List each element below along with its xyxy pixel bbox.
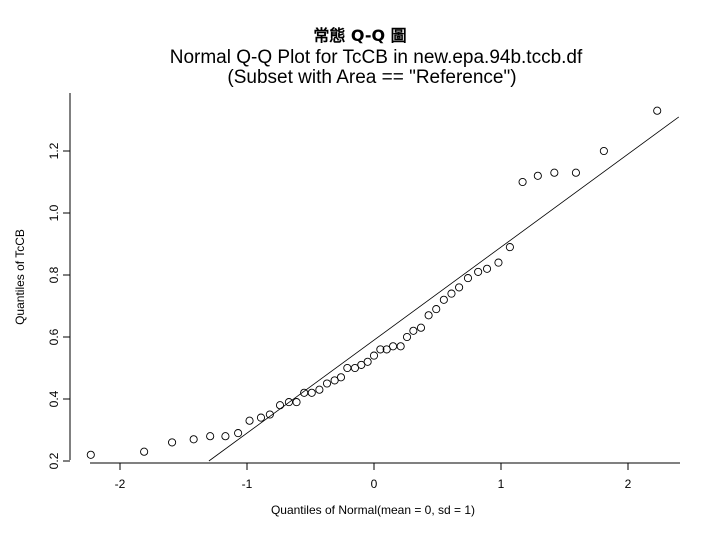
data-point [447, 289, 456, 298]
data-point [396, 342, 405, 351]
x-tick-label: 1 [498, 477, 505, 491]
data-point [402, 332, 412, 342]
reference-line [208, 116, 680, 462]
data-point [206, 432, 215, 441]
data-point [234, 429, 243, 438]
data-point [189, 435, 198, 444]
y-tick-label: 0.4 [47, 390, 61, 407]
data-point [350, 363, 360, 373]
data-point [307, 388, 316, 397]
data-point [571, 168, 580, 177]
y-ticks: 0.2 0.4 0.6 0.8 1.0 1.2 [47, 142, 70, 469]
slide-title: 常態 Q-Q 圖 [313, 26, 407, 45]
x-tick-label: 2 [625, 477, 632, 491]
data-point [482, 264, 492, 273]
x-tick-label: -1 [242, 477, 253, 491]
data-point [343, 363, 352, 373]
data-point [382, 345, 391, 354]
y-axis-label: Quantiles of TcCB [13, 229, 27, 325]
axes: -2 -1 0 1 2 0.2 0.4 0.6 0.8 1.0 1.2 [47, 93, 680, 491]
data-point [221, 432, 230, 441]
data-point [275, 401, 285, 410]
data-point [265, 410, 274, 419]
data-point [424, 311, 433, 320]
data-point [653, 106, 662, 115]
data-point [474, 267, 483, 276]
data-point [256, 413, 266, 422]
y-tick-label: 0.8 [47, 266, 61, 283]
data-point [140, 447, 149, 456]
data-point [315, 385, 324, 394]
data-point [409, 326, 418, 335]
data-point [363, 357, 372, 366]
data-point [494, 258, 503, 267]
y-tick-label: 1.2 [47, 142, 61, 159]
data-point [388, 342, 398, 351]
data-point [550, 168, 559, 177]
data-point [292, 398, 301, 407]
data-point [336, 373, 346, 382]
data-point [439, 295, 448, 304]
x-tick-label: -2 [115, 477, 126, 491]
data-point [533, 171, 542, 180]
data-point [86, 450, 95, 459]
chart-title: Normal Q-Q Plot for TcCB in new.epa.94b.… [170, 47, 583, 68]
data-point [518, 177, 527, 187]
data-point [168, 438, 177, 447]
data-point [432, 305, 441, 314]
y-tick-label: 0.2 [47, 452, 61, 469]
data-point [369, 351, 379, 360]
data-points [86, 106, 662, 459]
data-point [455, 283, 464, 292]
data-point [357, 360, 366, 369]
data-point [463, 274, 473, 283]
y-tick-label: 1.0 [47, 204, 61, 221]
y-tick-label: 0.6 [47, 328, 61, 345]
data-point [505, 243, 514, 252]
data-point [376, 345, 385, 354]
data-point [330, 376, 339, 385]
data-point [416, 323, 426, 332]
x-tick-label: 0 [371, 477, 378, 491]
data-point [599, 146, 608, 156]
chart-subtitle: (Subset with Area == "Reference") [227, 67, 516, 88]
data-point [245, 416, 254, 425]
x-axis-label: Quantiles of Normal(mean = 0, sd = 1) [271, 503, 475, 517]
x-ticks: -2 -1 0 1 2 [115, 463, 632, 491]
data-point [322, 379, 332, 388]
